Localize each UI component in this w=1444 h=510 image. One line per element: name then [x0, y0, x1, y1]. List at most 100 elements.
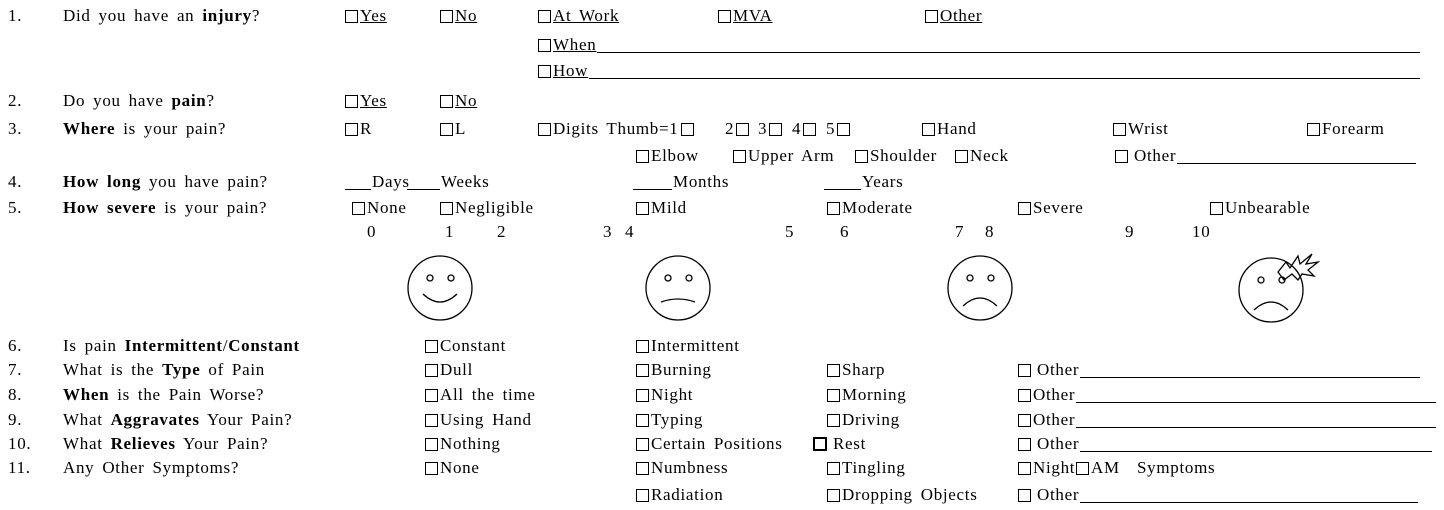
option-label: Other: [1033, 410, 1076, 429]
checkbox: [855, 149, 868, 163]
option: Other: [1018, 435, 1079, 453]
scale-number: 5: [785, 222, 795, 241]
blank-line: [345, 189, 371, 190]
checkbox: [636, 461, 649, 475]
checkbox: [538, 64, 551, 78]
checkbox: [769, 122, 783, 136]
option-label: Dropping Objects: [842, 485, 978, 504]
question-text: Do you have pain?: [63, 92, 215, 110]
question-text-part: What: [63, 410, 111, 429]
option-label: No: [455, 6, 478, 25]
blank-line: [407, 189, 440, 190]
question-text-part: Intermittent: [124, 336, 223, 355]
checkbox: [538, 38, 551, 52]
checkbox: [813, 437, 827, 451]
question-number: 2.: [8, 91, 23, 110]
blank-line: [1177, 163, 1416, 164]
question-text-part: is your pain?: [156, 198, 268, 217]
option-label: At Work: [553, 6, 620, 25]
option-label: Other: [1134, 146, 1177, 165]
checkbox: [345, 94, 358, 108]
checkbox: [440, 94, 453, 108]
question-text-part: When: [63, 385, 110, 404]
question-text-part: Where: [63, 119, 116, 138]
option-label: MVA: [733, 6, 773, 25]
question-text: When is the Pain Worse?: [63, 386, 264, 404]
checkbox: [538, 9, 551, 23]
blank-line: [589, 78, 1420, 79]
scale-number: 0: [367, 222, 377, 241]
option-label: Weeks: [441, 172, 490, 191]
option-label: Symptoms: [1137, 458, 1216, 477]
option-label: Constant: [440, 336, 507, 355]
scale-number: 7: [955, 222, 965, 241]
option: Morning: [827, 386, 906, 404]
option: AM: [1076, 459, 1120, 477]
option: Other: [1018, 386, 1075, 404]
question-text-part: What: [63, 434, 111, 453]
checkbox: [440, 9, 453, 23]
option: When: [538, 36, 596, 54]
question-number: 5.: [8, 198, 23, 217]
question-text-part: Aggravates: [110, 410, 200, 429]
question-text: What Relieves Your Pain?: [63, 435, 268, 453]
question-text-part: Did you have an: [63, 6, 203, 25]
option: Wrist: [1113, 120, 1169, 138]
option-label: Mild: [651, 198, 687, 217]
checkbox: [837, 122, 851, 136]
option-label: Night: [651, 385, 694, 404]
option: Symptoms: [1137, 459, 1215, 477]
checkbox: [440, 201, 453, 215]
option-label: R: [360, 119, 373, 138]
option-label: Night: [1033, 458, 1076, 477]
option-label: Dull: [440, 360, 474, 379]
option: Mild: [636, 199, 687, 217]
option-label: Typing: [651, 410, 704, 429]
checkbox: [1018, 363, 1031, 377]
question-text-part: How long: [63, 172, 142, 191]
option: None: [352, 199, 407, 217]
option-label: Certain Positions: [651, 434, 783, 453]
checkbox: [827, 201, 840, 215]
option: L: [440, 120, 466, 138]
checkbox: [425, 437, 438, 451]
option: Days: [372, 173, 410, 191]
option: Yes: [345, 7, 387, 25]
option-label: Forearm: [1322, 119, 1385, 138]
option-label: L: [455, 119, 467, 138]
option: Nothing: [425, 435, 501, 453]
question-text-part: you have pain?: [141, 172, 268, 191]
option-label: None: [440, 458, 480, 477]
blank-line: [633, 189, 672, 190]
checkbox: [425, 388, 438, 402]
option: Forearm: [1307, 120, 1385, 138]
option-label: Severe: [1033, 198, 1084, 217]
question-text-part: How severe: [63, 198, 157, 217]
checkbox: [345, 122, 358, 136]
question-text-part: Your Pain?: [199, 410, 293, 429]
question-number: 11.: [8, 458, 31, 477]
checkbox: [538, 122, 551, 136]
option-label: Yes: [360, 91, 387, 110]
option-label: All the time: [440, 385, 536, 404]
blank-line: [1076, 427, 1436, 428]
option: Negligible: [440, 199, 534, 217]
question-text-part: Your Pain?: [175, 434, 269, 453]
option: Unbearable: [1210, 199, 1310, 217]
blank-line: [1080, 377, 1420, 378]
option: Elbow: [636, 147, 699, 165]
checkbox: [1018, 488, 1031, 502]
question-text-part: injury: [202, 6, 252, 25]
checkbox: [636, 437, 649, 451]
question-text-part: Type: [162, 360, 201, 379]
option: Dull: [425, 361, 473, 379]
checkbox: [1210, 201, 1223, 215]
scale-number: 2: [497, 222, 507, 241]
option: Tingling: [827, 459, 906, 477]
blank-line: [1076, 402, 1436, 403]
question-number: 8.: [8, 385, 23, 404]
checkbox: [425, 413, 438, 427]
option: Rest: [813, 435, 866, 453]
option: Using Hand: [425, 411, 532, 429]
option-label: Other: [1033, 385, 1076, 404]
